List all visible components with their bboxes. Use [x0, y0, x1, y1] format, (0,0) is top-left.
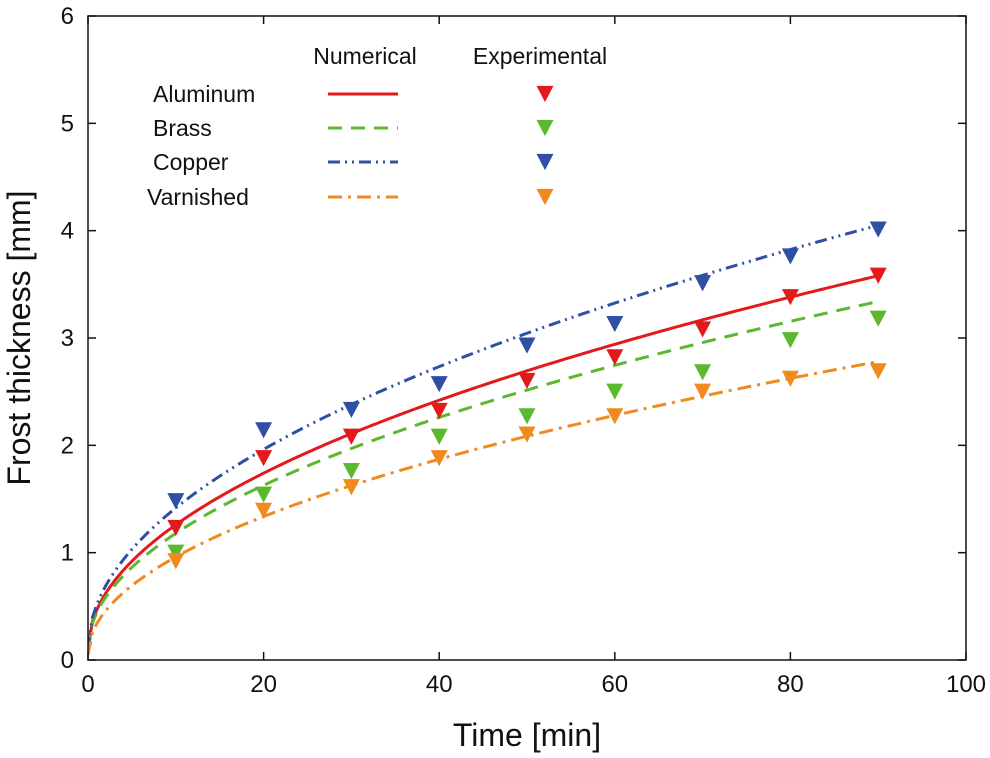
x-axis-title: Time [min]	[453, 717, 601, 753]
x-tick-label: 20	[250, 671, 277, 698]
legend-header-experimental: Experimental	[473, 43, 607, 69]
tick-labels: 0 20 40 60 80 100 0 1 2 3 4 5 6	[61, 3, 986, 698]
marker-varnished	[781, 370, 799, 387]
marker-aluminum	[518, 372, 536, 390]
marker-brass	[255, 486, 273, 503]
marker-aluminum	[781, 289, 799, 306]
y-tick-label: 5	[61, 110, 74, 137]
model-lines	[88, 223, 879, 655]
model-line-varnished	[88, 360, 879, 655]
model-line-aluminum	[88, 274, 879, 650]
marker-brass	[167, 544, 185, 561]
marker-aluminum	[694, 321, 712, 338]
marker-aluminum	[342, 428, 360, 445]
marker-varnished	[606, 408, 624, 425]
y-tick-label: 6	[61, 3, 74, 30]
x-tick-label: 100	[946, 671, 986, 698]
legend-entry-brass: Brass	[153, 115, 554, 141]
marker-copper	[606, 315, 624, 333]
marker-copper	[518, 337, 536, 354]
marker-varnished	[342, 479, 360, 496]
y-axis-title: Frost thickness [mm]	[1, 190, 37, 485]
marker-varnished	[518, 426, 536, 443]
legend-label: Aluminum	[153, 81, 255, 107]
legend-label: Copper	[153, 149, 229, 175]
marker-copper	[694, 275, 712, 292]
y-tick-label: 2	[61, 432, 74, 459]
model-line-copper	[88, 223, 879, 650]
marker-copper	[167, 493, 185, 510]
marker-varnished	[255, 502, 273, 519]
legend-marker-swatch	[536, 188, 554, 206]
x-tick-label: 40	[426, 671, 453, 698]
marker-varnished	[430, 450, 448, 467]
marker-copper	[430, 376, 448, 393]
marker-aluminum	[167, 519, 185, 537]
marker-aluminum	[430, 402, 448, 420]
x-tick-label: 0	[81, 671, 94, 698]
legend-header-numerical: Numerical	[313, 43, 417, 69]
legend-entry-copper: Copper	[153, 149, 554, 175]
marker-aluminum	[606, 349, 624, 366]
legend-marker-swatch	[536, 119, 554, 137]
x-tick-label: 60	[601, 671, 628, 698]
marker-varnished	[167, 553, 185, 570]
axis-ticks	[87, 15, 967, 661]
legend: Numerical Experimental Aluminum Brass Copp…	[147, 43, 607, 210]
marker-brass	[430, 428, 448, 445]
legend-marker-swatch	[536, 153, 554, 171]
marker-copper	[781, 248, 799, 265]
marker-aluminum	[255, 450, 273, 467]
marker-brass	[606, 383, 624, 400]
marker-brass	[342, 463, 360, 480]
marker-varnished	[869, 363, 887, 380]
y-tick-label: 4	[61, 218, 74, 245]
marker-copper	[869, 221, 887, 238]
legend-entry-aluminum: Aluminum	[153, 81, 554, 107]
marker-brass	[869, 310, 887, 327]
y-tick-label: 0	[61, 647, 74, 674]
marker-brass	[781, 332, 799, 349]
marker-copper	[255, 422, 273, 439]
legend-marker-swatch	[536, 85, 554, 103]
x-tick-label: 80	[777, 671, 804, 698]
marker-brass	[694, 364, 712, 381]
legend-label: Varnished	[147, 184, 249, 210]
marker-aluminum	[869, 267, 887, 284]
marker-brass	[518, 408, 536, 425]
marker-varnished	[694, 383, 712, 400]
legend-label: Brass	[153, 115, 212, 141]
experimental-markers	[167, 221, 887, 570]
marker-copper	[342, 401, 360, 418]
y-tick-label: 3	[61, 325, 74, 352]
y-tick-label: 1	[61, 540, 74, 567]
model-line-brass	[88, 300, 879, 650]
legend-entry-varnished: Varnished	[147, 184, 554, 210]
